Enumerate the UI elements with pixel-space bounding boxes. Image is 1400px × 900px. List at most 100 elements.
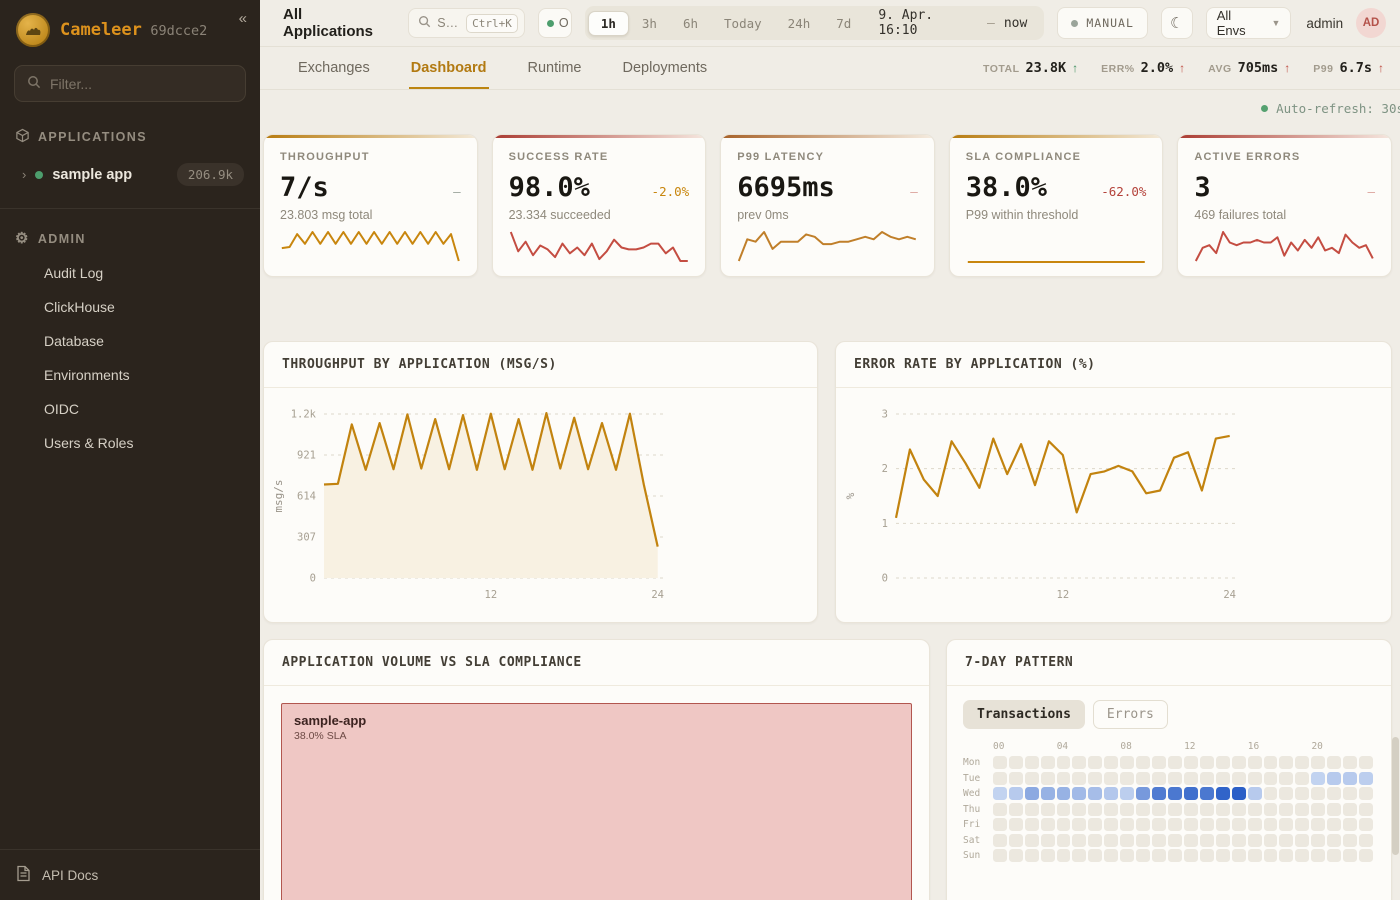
heatmap-cell[interactable] <box>1295 849 1310 863</box>
heatmap-cell[interactable] <box>1072 771 1087 785</box>
heatmap-cell[interactable] <box>1327 787 1342 801</box>
heatmap-toggle-transactions[interactable]: Transactions <box>963 700 1085 729</box>
heatmap-cell[interactable] <box>1152 787 1166 801</box>
heatmap-cell[interactable] <box>1120 833 1135 847</box>
heatmap-cell[interactable] <box>1088 756 1103 770</box>
sidebar-item-audit-log[interactable]: Audit Log <box>44 265 104 281</box>
heatmap-cell[interactable] <box>1199 787 1214 801</box>
heatmap-cell[interactable] <box>1136 756 1151 770</box>
heatmap-cell[interactable] <box>1008 756 1023 770</box>
heatmap-cell[interactable] <box>1152 849 1166 863</box>
sidebar-item-clickhouse[interactable]: ClickHouse <box>44 299 115 315</box>
heatmap-cell[interactable] <box>1136 802 1151 816</box>
heatmap-cell[interactable] <box>1199 756 1214 770</box>
heatmap-cell[interactable] <box>1359 771 1373 785</box>
heatmap-cell[interactable] <box>1311 771 1326 785</box>
heatmap-cell[interactable] <box>1104 771 1119 785</box>
heatmap-cell[interactable] <box>1311 849 1326 863</box>
heatmap-cell[interactable] <box>1231 771 1246 785</box>
heatmap-cell[interactable] <box>1295 787 1310 801</box>
heatmap-cell[interactable] <box>1215 802 1230 816</box>
heatmap-cell[interactable] <box>1343 771 1358 785</box>
heatmap-cell[interactable] <box>1183 756 1198 770</box>
heatmap-cell[interactable] <box>1088 771 1103 785</box>
heatmap-cell[interactable] <box>1247 818 1262 832</box>
heatmap-cell[interactable] <box>1136 833 1151 847</box>
heatmap-cell[interactable] <box>1088 818 1103 832</box>
heatmap-cell[interactable] <box>1231 756 1246 770</box>
heatmap-cell[interactable] <box>1279 756 1294 770</box>
tab-dashboard[interactable]: Dashboard <box>409 47 489 89</box>
heatmap-cell[interactable] <box>1167 787 1182 801</box>
heatmap-cell[interactable] <box>1343 802 1358 816</box>
heatmap-cell[interactable] <box>1183 771 1198 785</box>
heatmap-cell[interactable] <box>1247 756 1262 770</box>
heatmap-cell[interactable] <box>1120 818 1135 832</box>
heatmap-cell[interactable] <box>1056 771 1071 785</box>
range-6h[interactable]: 6h <box>682 15 699 31</box>
heatmap-cell[interactable] <box>1024 756 1039 770</box>
heatmap-cell[interactable] <box>1231 787 1246 801</box>
heatmap-cell[interactable] <box>1279 833 1294 847</box>
range-today[interactable]: Today <box>724 15 762 31</box>
page-scrollbar[interactable] <box>1392 737 1399 855</box>
heatmap-cell[interactable] <box>1247 771 1262 785</box>
heatmap-cell[interactable] <box>1104 849 1119 863</box>
heatmap-cell[interactable] <box>1072 756 1087 770</box>
heatmap-cell[interactable] <box>1215 787 1230 801</box>
heatmap-cell[interactable] <box>1072 818 1087 832</box>
heatmap-cell[interactable] <box>1199 818 1214 832</box>
heatmap-cell[interactable] <box>1311 818 1326 832</box>
heatmap-cell[interactable] <box>1359 849 1373 863</box>
heatmap-cell[interactable] <box>1359 833 1373 847</box>
heatmap-cell[interactable] <box>1327 849 1342 863</box>
heatmap-cell[interactable] <box>1359 787 1373 801</box>
heatmap-cell[interactable] <box>1263 771 1278 785</box>
sidebar-item-oidc[interactable]: OIDC <box>44 401 79 417</box>
heatmap-cell[interactable] <box>1152 756 1166 770</box>
tab-deployments[interactable]: Deployments <box>622 60 708 76</box>
heatmap-cell[interactable] <box>1343 849 1358 863</box>
api-docs-link[interactable]: API Docs <box>0 849 260 900</box>
heatmap-cell[interactable] <box>1295 833 1310 847</box>
heatmap-cell[interactable] <box>1056 833 1071 847</box>
heatmap-cell[interactable] <box>1072 787 1087 801</box>
range-1h[interactable]: 1h <box>587 10 629 36</box>
heatmap-cell[interactable] <box>1183 802 1198 816</box>
heatmap-cell[interactable] <box>1199 833 1214 847</box>
heatmap-cell[interactable] <box>1327 771 1342 785</box>
heatmap-cell[interactable] <box>1104 756 1119 770</box>
heatmap-cell[interactable] <box>1183 833 1198 847</box>
heatmap-cell[interactable] <box>1040 756 1055 770</box>
heatmap-cell[interactable] <box>1343 833 1358 847</box>
heatmap-cell[interactable] <box>1120 787 1135 801</box>
heatmap-cell[interactable] <box>1136 818 1151 832</box>
heatmap-cell[interactable] <box>1295 802 1310 816</box>
heatmap-cell[interactable] <box>992 787 1007 801</box>
online-status-button[interactable]: O <box>537 8 572 38</box>
heatmap-cell[interactable] <box>1295 818 1310 832</box>
heatmap-cell[interactable] <box>1215 833 1230 847</box>
heatmap-cell[interactable] <box>1136 849 1151 863</box>
heatmap-cell[interactable] <box>1040 787 1055 801</box>
heatmap-cell[interactable] <box>1088 787 1103 801</box>
heatmap-cell[interactable] <box>1040 849 1055 863</box>
heatmap-cell[interactable] <box>1040 818 1055 832</box>
heatmap-cell[interactable] <box>1247 849 1262 863</box>
heatmap-cell[interactable] <box>1008 771 1023 785</box>
heatmap-cell[interactable] <box>1040 802 1055 816</box>
heatmap-cell[interactable] <box>1359 802 1373 816</box>
heatmap-cell[interactable] <box>1024 771 1039 785</box>
heatmap-cell[interactable] <box>1167 833 1182 847</box>
heatmap-cell[interactable] <box>1183 787 1198 801</box>
heatmap-cell[interactable] <box>1215 771 1230 785</box>
heatmap-cell[interactable] <box>1104 802 1119 816</box>
heatmap-cell[interactable] <box>1088 802 1103 816</box>
heatmap-cell[interactable] <box>1056 756 1071 770</box>
heatmap-cell[interactable] <box>1072 802 1087 816</box>
dark-mode-toggle[interactable]: ☾ <box>1160 7 1193 39</box>
heatmap-cell[interactable] <box>1359 756 1373 770</box>
heatmap-cell[interactable] <box>1231 833 1246 847</box>
heatmap-cell[interactable] <box>1008 802 1023 816</box>
heatmap-cell[interactable] <box>992 771 1007 785</box>
